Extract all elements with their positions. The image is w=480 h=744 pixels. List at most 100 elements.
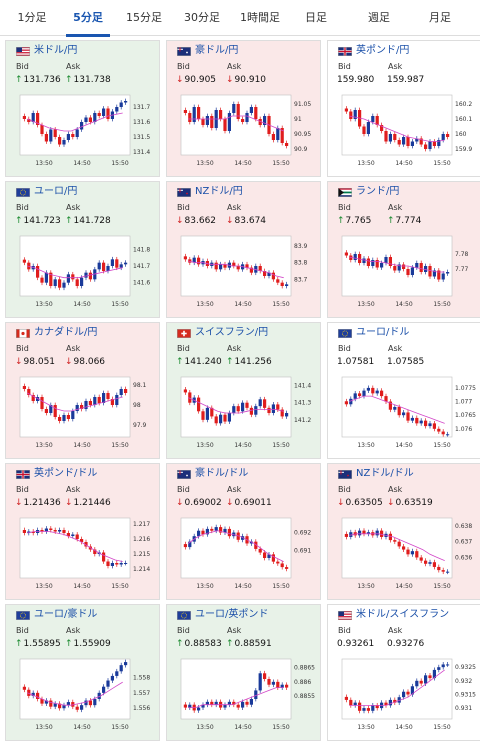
card-header: カナダドル/円 xyxy=(6,323,159,345)
candle-body xyxy=(402,691,406,698)
candle-body xyxy=(384,396,388,402)
currency-pair-link[interactable]: 英ポンド/ドル xyxy=(34,468,98,479)
candle-body xyxy=(375,260,379,268)
candle-body xyxy=(36,113,40,125)
candle-body xyxy=(406,412,410,421)
rate-card[interactable]: ユーロ/円 Bid Ask ↑141.723 ↑141.728 141.8 141.7 141… xyxy=(5,181,160,318)
currency-pair-link[interactable]: 米ドル/スイスフラン xyxy=(356,609,450,620)
x-tick-label: 14:50 xyxy=(395,160,412,167)
mini-chart[interactable]: 0.638 0.637 0.636 13:50 14:50 15:50 xyxy=(336,516,476,596)
candle-body xyxy=(27,119,31,122)
rate-card[interactable]: 米ドル/円 Bid Ask ↑131.736 ↑131.738 131.7 131.6 131… xyxy=(5,40,160,177)
rate-card[interactable]: 米ドル/スイスフラン Bid Ask 0.93261 0.93276 0.9325 0.93… xyxy=(327,604,480,741)
arrow-up-icon: ↑ xyxy=(176,357,184,367)
bid-number: 1.55895 xyxy=(23,639,61,649)
candle-body xyxy=(410,267,414,275)
candle-body xyxy=(419,557,423,561)
candle-body xyxy=(280,684,284,688)
tab-2[interactable]: 5分足 xyxy=(62,0,114,37)
rate-card[interactable]: NZドル/円 Bid Ask ↓83.662 ↓83.674 83.9 83.8 83.7 13… xyxy=(166,181,321,318)
auus-flag-icon xyxy=(177,470,191,479)
currency-pair-link[interactable]: ユーロ/英ポンド xyxy=(195,609,269,620)
tab-4[interactable]: 30分足 xyxy=(184,11,220,24)
mini-chart[interactable]: 160.2 160.1 160 159.9 13:50 14:50 15:50 xyxy=(336,93,476,173)
currency-pair-link[interactable]: スイスフラン/円 xyxy=(195,327,269,338)
currency-pair-link[interactable]: NZドル/ドル xyxy=(356,468,414,479)
currency-pair-link[interactable]: 英ポンド/円 xyxy=(356,45,410,56)
tab-6[interactable]: 日足 xyxy=(305,11,327,24)
candle-body xyxy=(124,563,128,564)
currency-pair-link[interactable]: ランド/円 xyxy=(356,186,400,197)
moving-average-line xyxy=(27,265,123,279)
candle-body xyxy=(410,551,414,555)
currency-pair-link[interactable]: 豪ドル/円 xyxy=(195,45,239,56)
mini-chart[interactable]: 131.7 131.6 131.5 131.4 13:50 14:50 15:50 xyxy=(14,93,154,173)
rate-card[interactable]: 豪ドル/ドル Bid Ask ↓0.69002 ↓0.69011 0.692 0.691 13… xyxy=(166,463,321,600)
candle-body xyxy=(210,407,214,417)
rate-card[interactable]: カナダドル/円 Bid Ask ↓98.051 ↓98.066 98.1 98 97.9 13:… xyxy=(5,322,160,459)
mini-chart[interactable]: 141.4 141.3 141.2 13:50 14:50 15:50 xyxy=(175,375,315,455)
y-tick-label: 160 xyxy=(455,131,467,138)
candle-body xyxy=(344,696,348,700)
rate-card[interactable]: 英ポンド/ドル Bid Ask ↓1.21436 ↓1.21446 1.217 1.216 1… xyxy=(5,463,160,600)
currency-pair-link[interactable]: ユーロ/円 xyxy=(34,186,78,197)
bid-value: ↑0.88583 xyxy=(176,638,222,650)
rate-card[interactable]: NZドル/ドル Bid Ask ↓0.63505 ↓0.63519 0.638 0.637 0… xyxy=(327,463,480,600)
currency-pair-link[interactable]: カナダドル/円 xyxy=(34,327,98,338)
candle-body xyxy=(258,119,262,125)
y-tick-label: 83.9 xyxy=(294,243,308,250)
rate-card[interactable]: 英ポンド/円 Bid Ask 159.980 159.987 160.2 160.1 160 1… xyxy=(327,40,480,177)
y-tick-label: 91 xyxy=(294,116,302,123)
tab-1[interactable]: 1分足 xyxy=(17,11,47,24)
currency-pair-link[interactable]: ユーロ/ドル xyxy=(356,327,410,338)
y-tick-label: 0.9315 xyxy=(455,691,476,698)
x-tick-label: 14:50 xyxy=(234,160,251,167)
candle-body xyxy=(219,414,223,424)
nzus-flag-icon xyxy=(338,470,352,479)
currency-pair-link[interactable]: NZドル/円 xyxy=(195,186,243,197)
ask-number: 141.256 xyxy=(234,357,272,367)
currency-pair-link[interactable]: ユーロ/豪ドル xyxy=(34,609,98,620)
x-tick-label: 13:50 xyxy=(35,301,52,308)
ask-number: 159.987 xyxy=(387,75,425,85)
y-tick-label: 131.4 xyxy=(133,149,150,156)
candle-body xyxy=(88,272,92,280)
y-tick-label: 0.8865 xyxy=(294,665,315,672)
candle-body xyxy=(241,402,245,412)
mini-chart[interactable]: 0.8865 0.886 0.8855 13:50 14:50 15:50 xyxy=(175,657,315,737)
mini-chart[interactable]: 0.692 0.691 13:50 14:50 15:50 xyxy=(175,516,315,596)
y-tick-label: 83.7 xyxy=(294,276,308,283)
rate-card[interactable]: ユーロ/豪ドル Bid Ask ↑1.55895 ↑1.55909 1.558 1.557 1… xyxy=(5,604,160,741)
rate-card[interactable]: ユーロ/英ポンド Bid Ask ↑0.88583 ↑0.88591 0.8865 0.88… xyxy=(166,604,321,741)
mini-chart[interactable]: 7.78 7.77 13:50 14:50 15:50 xyxy=(336,234,476,314)
arrow-up-icon: ↑ xyxy=(337,216,345,226)
tab-5[interactable]: 1時間足 xyxy=(240,11,280,24)
rate-card[interactable]: 豪ドル/円 Bid Ask ↓90.905 ↓90.910 91.05 91 90.95 90.… xyxy=(166,40,321,177)
mini-chart[interactable]: 141.8 141.7 141.6 13:50 14:50 15:50 xyxy=(14,234,154,314)
bid-value: ↓90.905 xyxy=(176,74,216,86)
candle-body xyxy=(362,530,366,534)
y-tick-label: 1.215 xyxy=(133,551,150,558)
tab-7[interactable]: 週足 xyxy=(368,11,390,24)
currency-pair-link[interactable]: 豪ドル/ドル xyxy=(195,468,249,479)
mini-chart[interactable]: 83.9 83.8 83.7 13:50 14:50 15:50 xyxy=(175,234,315,314)
mini-chart[interactable]: 1.0775 1.077 1.0765 1.076 13:50 14:50 15:50 xyxy=(336,375,476,455)
rate-card[interactable]: ランド/円 Bid Ask ↑7.765 ↑7.774 7.78 7.77 13:50 14:5… xyxy=(327,181,480,318)
tab-3[interactable]: 15分足 xyxy=(126,11,162,24)
tab-8[interactable]: 月足 xyxy=(429,11,451,24)
rate-card[interactable]: スイスフラン/円 Bid Ask ↑141.240 ↑141.256 141.4 141.3… xyxy=(166,322,321,459)
candle-body xyxy=(276,681,280,688)
mini-chart[interactable]: 91.05 91 90.95 90.9 13:50 14:50 15:50 xyxy=(175,93,315,173)
mini-chart[interactable]: 1.558 1.557 1.556 13:50 14:50 15:50 xyxy=(14,657,154,737)
currency-pair-link[interactable]: 米ドル/円 xyxy=(34,45,78,56)
mini-chart[interactable]: 98.1 98 97.9 13:50 14:50 15:50 xyxy=(14,375,154,455)
candle-body xyxy=(22,116,26,119)
candle-body xyxy=(446,134,450,137)
candle-body xyxy=(415,680,419,687)
rate-card[interactable]: ユーロ/ドル Bid Ask 1.07581 1.07585 1.0775 1.077 1.0… xyxy=(327,322,480,459)
mini-chart[interactable]: 1.217 1.216 1.215 1.214 13:50 14:50 15:50 xyxy=(14,516,154,596)
candle-body xyxy=(214,701,218,705)
mini-chart[interactable]: 0.9325 0.932 0.9315 0.931 13:50 14:50 15:50 xyxy=(336,657,476,737)
candle-body xyxy=(285,143,289,146)
bid-number: 0.69002 xyxy=(184,498,222,508)
